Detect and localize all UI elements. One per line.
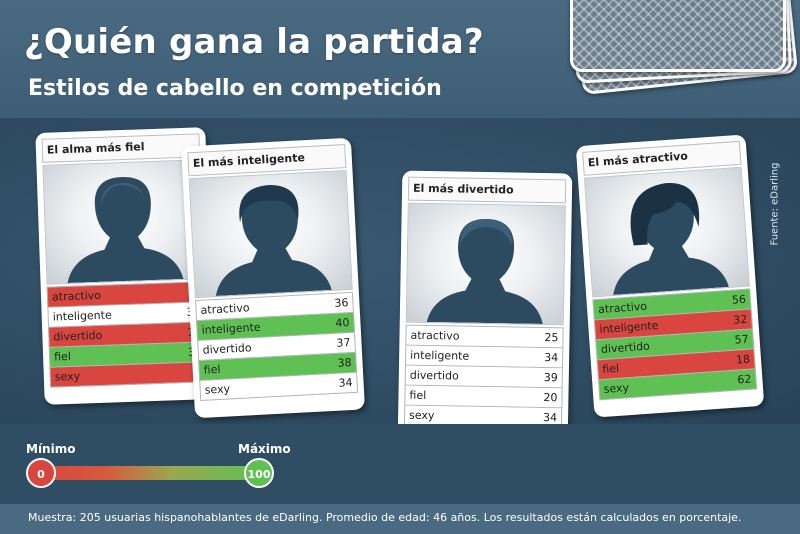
stat-label: sexy (204, 382, 231, 397)
stat-label: atractivo (597, 299, 648, 317)
stat-label: divertido (202, 341, 252, 357)
stat-value: 37 (336, 336, 351, 350)
stat-label: fiel (601, 361, 620, 376)
avatar-balding-silhouette (42, 159, 205, 285)
stat-label: fiel (53, 349, 72, 364)
stat-label: divertido (409, 368, 459, 383)
card-deck-illustration (570, 0, 799, 96)
stat-value: 36 (334, 296, 349, 310)
legend-area (0, 424, 800, 500)
card-mas-divertido[interactable]: El más divertido atractivo 25 inteligente 3… (397, 170, 573, 446)
page-title: ¿Quién gana la partida? (24, 22, 484, 62)
stat-label: sexy (54, 369, 81, 384)
stat-label: atractivo (410, 328, 460, 343)
stat-label: inteligente (201, 320, 261, 337)
footnote: Muestra: 205 usuarias hispanohablantes d… (28, 511, 742, 524)
stat-label: fiel (409, 388, 427, 402)
stats-list: atractivo 36 inteligente 40 divertido 37 fiel 3… (195, 291, 359, 401)
stat-value: 34 (338, 375, 353, 390)
stat-value: 40 (335, 316, 350, 330)
stat-label: fiel (203, 362, 221, 377)
stat-value: 62 (736, 372, 752, 387)
stat-label: atractivo (51, 288, 102, 304)
stat-value: 32 (732, 312, 748, 327)
card-title: El alma más fiel (41, 133, 201, 163)
avatar-long-fringe-silhouette (583, 166, 750, 298)
page-subtitle: Estilos de cabello en competición (28, 76, 442, 101)
legend-min-value: 0 (26, 458, 56, 488)
footer-bar (0, 504, 800, 534)
stat-value: 18 (735, 352, 751, 367)
stat-value: 57 (734, 332, 750, 347)
stat-label: inteligente (52, 308, 112, 324)
stat-label: sexy (409, 408, 435, 423)
stat-value: 20 (543, 391, 558, 405)
stats-list: atractivo 56 inteligente 32 divertido 57 fiel 1… (592, 288, 758, 401)
legend-max-value: 100 (244, 458, 274, 488)
avatar-short-hair-silhouette (188, 170, 353, 299)
card-mas-atractivo[interactable]: El más atractivo atractivo 56 inteligente 3… (575, 134, 765, 418)
stat-row-divertido: divertido 39 (404, 365, 563, 389)
card-title: El más divertido (407, 176, 567, 204)
stat-row-sexy: sexy9 (49, 362, 209, 388)
stats-list: atractivo9inteligente38divertido19fiel38… (46, 281, 209, 388)
stat-value: 56 (731, 292, 747, 307)
stat-value: 25 (544, 331, 559, 345)
stat-row-atractivo: atractivo 25 (405, 324, 564, 349)
stat-row-fiel: fiel 20 (404, 385, 563, 409)
stat-label: atractivo (200, 301, 250, 317)
stats-list: atractivo 25 inteligente 34 divertido 39 fiel 2… (403, 324, 564, 429)
stat-value: 38 (337, 356, 352, 370)
avatar-buzz-cut-silhouette (405, 202, 566, 326)
stat-label: sexy (603, 381, 630, 396)
stat-value: 39 (543, 371, 558, 385)
card-alma-mas-fiel[interactable]: El alma más fiel atractivo9inteligente38… (35, 127, 215, 405)
stat-label: divertido (53, 328, 103, 344)
stat-value: 34 (544, 351, 559, 365)
stat-label: inteligente (410, 348, 470, 363)
stat-value: 34 (542, 411, 558, 425)
stat-label: inteligente (599, 318, 659, 337)
legend-gradient-bar (40, 466, 260, 480)
card-mas-inteligente[interactable]: El más inteligente atractivo 36 inteligent… (180, 137, 366, 419)
legend-min-label: Mínimo (26, 442, 76, 456)
source-credit: Fuente: eDarling (769, 162, 781, 246)
legend-max-label: Máximo (238, 442, 291, 456)
stat-row-inteligente: inteligente 34 (404, 345, 564, 369)
stat-label: divertido (600, 339, 651, 356)
